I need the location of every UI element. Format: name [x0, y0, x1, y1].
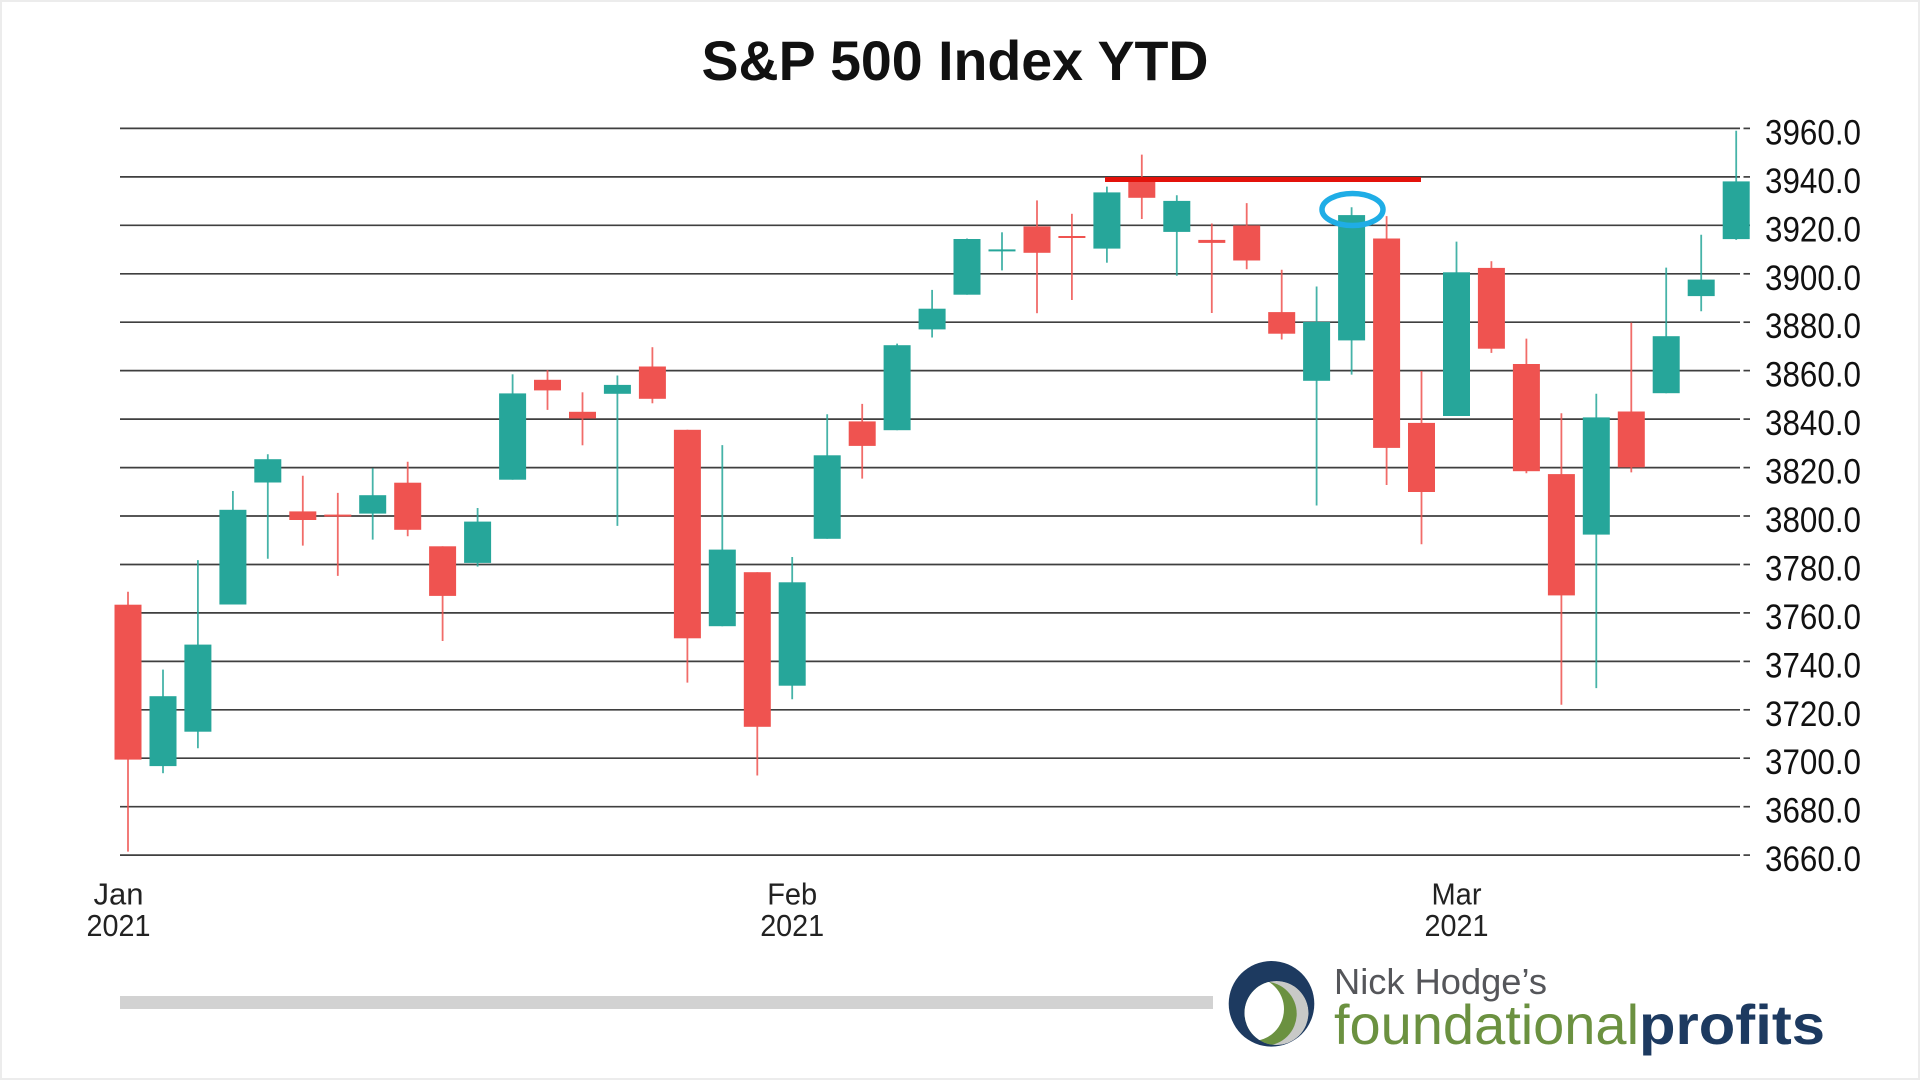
svg-text:3740.0: 3740.0 — [1765, 646, 1861, 685]
svg-text:3840.0: 3840.0 — [1765, 404, 1861, 443]
svg-text:3680.0: 3680.0 — [1765, 792, 1861, 831]
svg-text:3780.0: 3780.0 — [1765, 550, 1861, 589]
svg-text:Mar: Mar — [1432, 877, 1482, 912]
svg-text:3860.0: 3860.0 — [1765, 356, 1861, 395]
svg-text:Feb: Feb — [767, 877, 817, 912]
svg-text:Nick Hodge’s: Nick Hodge’s — [1334, 961, 1547, 1002]
svg-text:2021: 2021 — [1425, 908, 1489, 943]
svg-text:3880.0: 3880.0 — [1765, 307, 1861, 346]
svg-text:3920.0: 3920.0 — [1765, 210, 1861, 249]
svg-text:3720.0: 3720.0 — [1765, 695, 1861, 734]
svg-text:3940.0: 3940.0 — [1765, 162, 1861, 201]
svg-text:3760.0: 3760.0 — [1765, 598, 1861, 637]
svg-text:3960.0: 3960.0 — [1765, 113, 1861, 152]
svg-text:3700.0: 3700.0 — [1765, 743, 1861, 782]
svg-text:2021: 2021 — [760, 908, 824, 943]
svg-text:3660.0: 3660.0 — [1765, 840, 1861, 879]
svg-text:foundationalprofits: foundationalprofits — [1334, 993, 1825, 1056]
svg-text:Jan: Jan — [94, 877, 144, 912]
svg-text:3820.0: 3820.0 — [1765, 453, 1861, 492]
svg-text:3800.0: 3800.0 — [1765, 501, 1861, 540]
svg-text:2021: 2021 — [87, 908, 151, 943]
svg-text:3900.0: 3900.0 — [1765, 259, 1861, 298]
svg-text:S&P 500 Index YTD: S&P 500 Index YTD — [702, 30, 1209, 92]
